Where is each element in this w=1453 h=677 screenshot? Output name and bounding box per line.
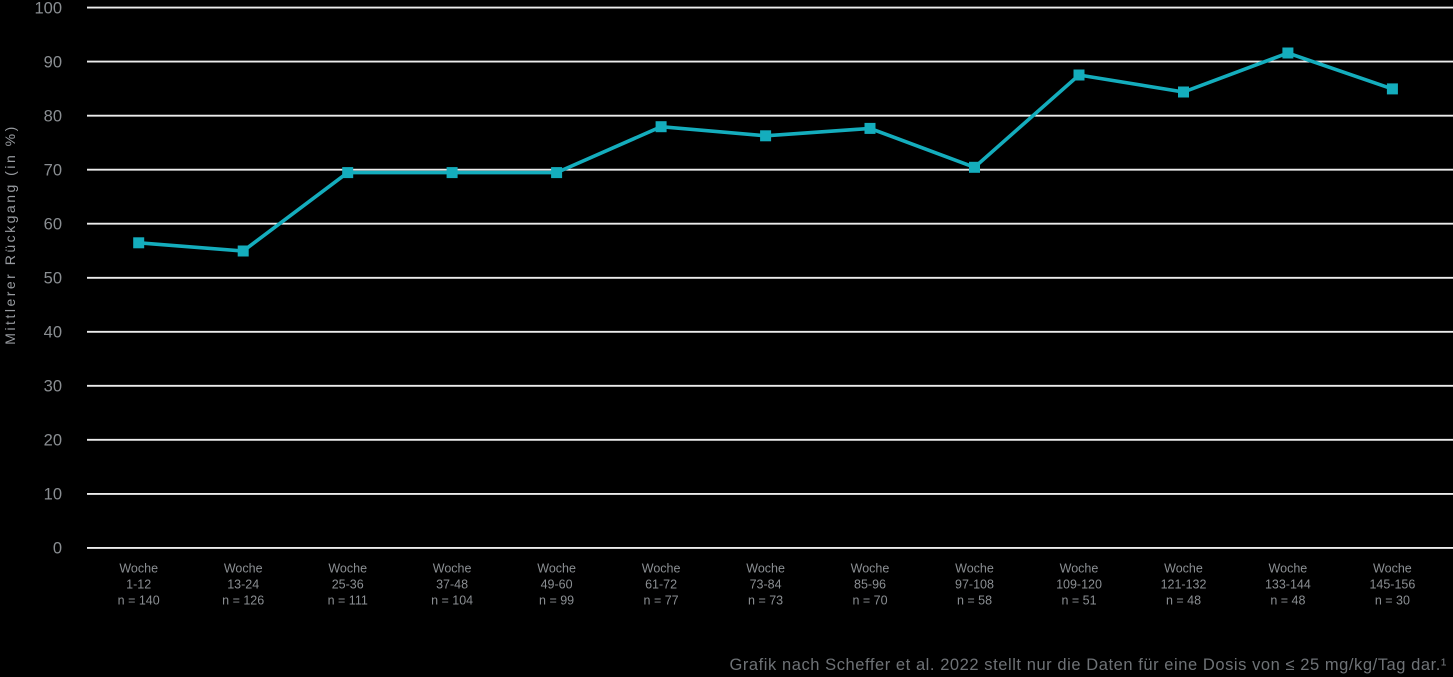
svg-text:Woche: Woche (1269, 561, 1308, 575)
svg-text:1-12: 1-12 (126, 577, 151, 591)
svg-text:109-120: 109-120 (1056, 577, 1102, 591)
svg-text:50: 50 (44, 270, 62, 288)
svg-text:n = 48: n = 48 (1166, 593, 1201, 607)
svg-text:49-60: 49-60 (541, 577, 573, 591)
svg-text:73-84: 73-84 (750, 577, 782, 591)
svg-text:61-72: 61-72 (645, 577, 677, 591)
svg-text:40: 40 (44, 324, 62, 342)
svg-text:90: 90 (44, 53, 62, 71)
svg-text:Woche: Woche (746, 561, 785, 575)
svg-text:80: 80 (44, 108, 62, 126)
svg-text:Woche: Woche (1164, 561, 1203, 575)
svg-text:0: 0 (53, 540, 62, 558)
svg-text:30: 30 (44, 378, 62, 396)
svg-text:Woche: Woche (1060, 561, 1099, 575)
svg-text:Woche: Woche (955, 561, 994, 575)
svg-text:n = 48: n = 48 (1270, 593, 1305, 607)
svg-text:Woche: Woche (851, 561, 890, 575)
svg-text:133-144: 133-144 (1265, 577, 1311, 591)
svg-text:145-156: 145-156 (1369, 577, 1415, 591)
svg-text:100: 100 (34, 0, 62, 17)
svg-text:n = 70: n = 70 (852, 593, 887, 607)
svg-text:37-48: 37-48 (436, 577, 468, 591)
svg-text:Woche: Woche (537, 561, 576, 575)
svg-text:Woche: Woche (328, 561, 367, 575)
svg-text:97-108: 97-108 (955, 577, 994, 591)
svg-text:25-36: 25-36 (332, 577, 364, 591)
svg-text:n = 104: n = 104 (431, 593, 473, 607)
svg-text:n = 58: n = 58 (957, 593, 992, 607)
svg-text:Woche: Woche (119, 561, 158, 575)
svg-text:85-96: 85-96 (854, 577, 886, 591)
svg-text:Grafik nach Scheffer et al. 20: Grafik nach Scheffer et al. 2022 stellt … (729, 656, 1447, 674)
svg-text:121-132: 121-132 (1161, 577, 1207, 591)
svg-text:70: 70 (44, 162, 62, 180)
svg-text:n = 73: n = 73 (748, 593, 783, 607)
svg-text:n = 51: n = 51 (1061, 593, 1096, 607)
svg-text:Woche: Woche (1373, 561, 1412, 575)
svg-text:20: 20 (44, 432, 62, 450)
svg-text:10: 10 (44, 486, 62, 504)
svg-text:n = 111: n = 111 (328, 593, 368, 607)
svg-text:n = 30: n = 30 (1375, 593, 1410, 607)
svg-text:n = 77: n = 77 (644, 593, 679, 607)
svg-text:60: 60 (44, 216, 62, 234)
svg-text:n = 126: n = 126 (222, 593, 264, 607)
svg-text:13-24: 13-24 (227, 577, 259, 591)
svg-text:Mittlerer Rückgang (in %): Mittlerer Rückgang (in %) (2, 124, 18, 344)
svg-text:n = 99: n = 99 (539, 593, 574, 607)
svg-text:Woche: Woche (224, 561, 263, 575)
svg-text:Woche: Woche (642, 561, 681, 575)
svg-text:Woche: Woche (433, 561, 472, 575)
svg-text:n = 140: n = 140 (118, 593, 160, 607)
